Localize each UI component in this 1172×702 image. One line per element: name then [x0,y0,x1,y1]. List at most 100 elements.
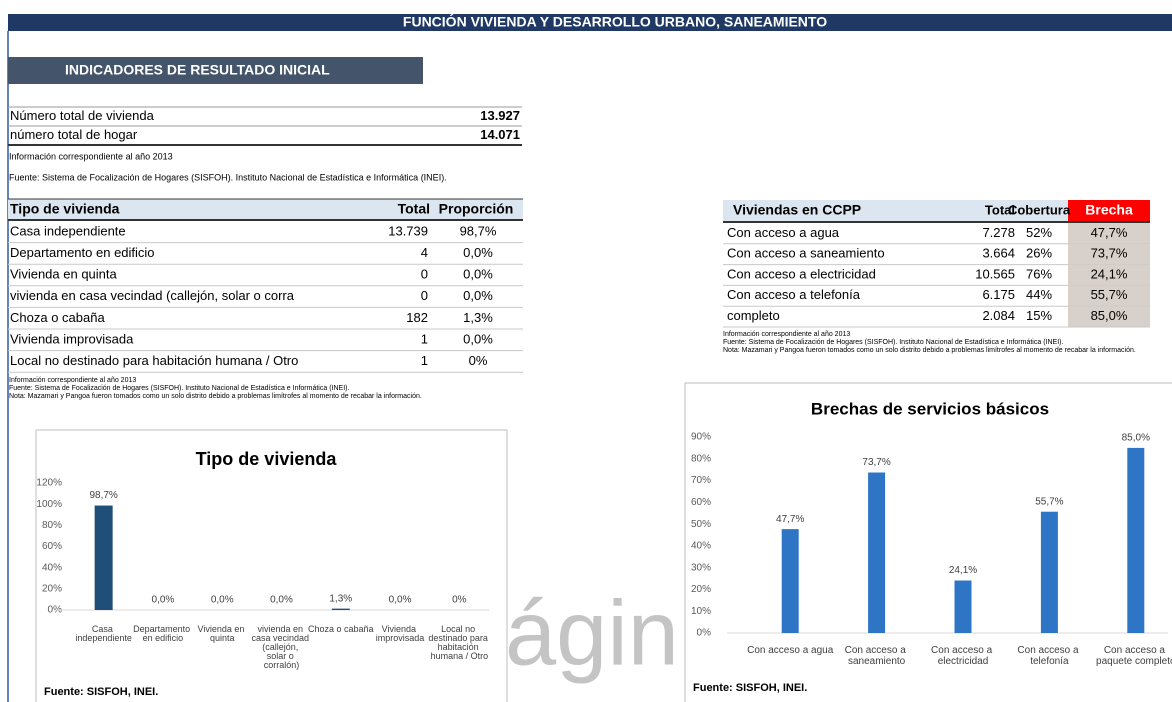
column-header: Cobertura [1008,202,1071,217]
y-tick-label: 20% [691,584,711,595]
data-label: 0% [452,595,467,606]
cell-value: 24,1% [1091,266,1128,281]
data-label: 98,7% [89,490,117,501]
y-tick-label: 80% [691,453,711,464]
section-box [8,57,423,84]
highlight-cell [1068,306,1150,327]
x-tick-label: Con acceso a saneamiento [845,645,909,667]
data-label: 0,0% [270,595,293,606]
cell-label: Con acceso a electricidad [727,266,876,281]
cell-value: 10.565 [975,266,1015,281]
cell-value: 44% [1026,287,1052,302]
cell-label: Departamento en edificio [10,245,155,260]
note: Nota: Mazamari y Pangoa fueron tomados c… [723,347,1136,354]
table-header-highlight [1068,200,1150,222]
cell-label: Vivienda en quinta [10,267,118,282]
cell-value: 47,7% [1091,225,1128,240]
cell-value: 1,3% [463,310,493,325]
column-header: Proporción [439,201,514,217]
chart-title: Brechas de servicios básicos [811,399,1049,418]
cell-label: Choza o cabaña [10,310,105,325]
cell-value: 0,0% [463,331,493,346]
cell-value: 98,7% [460,223,497,238]
cell-value: 26% [1026,246,1052,261]
x-tick-label: Vivienda en quinta [198,624,247,643]
y-tick-label: 100% [36,499,62,510]
table-header-bg [8,199,523,220]
bar [954,580,972,633]
chart-frame [35,429,508,702]
x-tick-label: Departamento en edificio [133,624,193,643]
cell-label: vivienda en casa vecindad (callejón, sol… [10,288,295,303]
cell-value: 76% [1026,266,1052,281]
table-header-bg [723,200,1068,222]
cell-label: Local no destinado para habitación human… [10,353,298,368]
cell-value: 2.084 [982,308,1015,323]
chart-frame [684,382,1172,702]
cell-label: Con acceso a agua [727,225,840,240]
cell-value: 182 [406,310,428,325]
x-tick-label: vivienda en casa vecindad (callejón, sol… [251,624,311,670]
cell-value: 0,0% [463,267,493,282]
cell-label: Con acceso a telefonía [727,287,861,302]
column-header: Tipo de vivienda [10,201,120,217]
cell-value: 3.664 [982,246,1015,261]
y-tick-label: 90% [691,432,711,443]
note: Información correspondiente al año 2013 [9,377,136,384]
y-tick-label: 60% [691,497,711,508]
x-tick-label: Con acceso a telefonía [1017,645,1081,667]
note: Nota: Mazamari y Pangoa fueron tomados c… [9,393,422,400]
data-label: 47,7% [776,514,804,525]
cell-value: 13.927 [480,108,520,123]
x-tick-label: Con acceso a agua [747,645,834,656]
data-label: 0,0% [152,595,175,606]
cell-label: Casa independiente [10,223,126,238]
cell-value: 14.071 [480,127,520,142]
chart-title: Tipo de vivienda [196,449,338,469]
x-tick-label: Casa independiente [75,624,132,643]
chart-source: Fuente: SISFOH, INEI. [44,686,158,698]
note: Información correspondiente al año 2013 [723,331,850,338]
y-tick-label: 0% [697,628,712,639]
y-tick-label: 50% [691,519,711,530]
y-tick-label: 70% [691,475,711,486]
header-bar [8,14,1172,31]
section-title: INDICADORES DE RESULTADO INICIAL [65,62,330,78]
bar [781,529,799,633]
highlight-cell [1068,223,1150,244]
y-tick-label: 60% [42,541,62,552]
x-tick-label: Vivienda improvisada [376,624,425,643]
bar [1127,447,1145,633]
cell-label: Con acceso a saneamiento [727,246,885,261]
header-title: FUNCIÓN VIVIENDA Y DESARROLLO URBANO, SA… [403,13,827,30]
y-tick-label: 30% [691,562,711,573]
cell-value: 0 [421,288,428,303]
cell-value: 13.739 [388,223,428,238]
column-header: Total [398,201,430,217]
note: Fuente: Sistema de Focalización de Hogar… [723,339,1063,346]
cell-value: 4 [421,245,428,260]
cell-value: 0 [421,267,428,282]
data-label: 0,0% [389,595,412,606]
cell-value: 0,0% [463,288,493,303]
highlight-cell [1068,285,1150,307]
cell-value: 0,0% [463,245,493,260]
cell-value: 85,0% [1091,308,1128,323]
highlight-cell [1068,243,1150,265]
note: Fuente: Sistema de Focalización de Hogar… [9,385,349,392]
y-tick-label: 40% [42,562,62,573]
cell-value: 1 [421,353,428,368]
cell-value: 55,7% [1091,287,1128,302]
data-label: 1,3% [329,593,352,604]
y-tick-label: 10% [691,606,711,617]
column-header: Brecha [1085,202,1133,218]
bar [868,472,886,633]
watermark: ágin [505,582,679,684]
column-header: Viviendas en CCPP [733,202,861,218]
data-label: 73,7% [862,457,890,468]
note: Fuente: Sistema de Focalización de Hogar… [9,172,447,182]
highlight-cell [1068,264,1150,286]
cell-value: 15% [1026,308,1052,323]
